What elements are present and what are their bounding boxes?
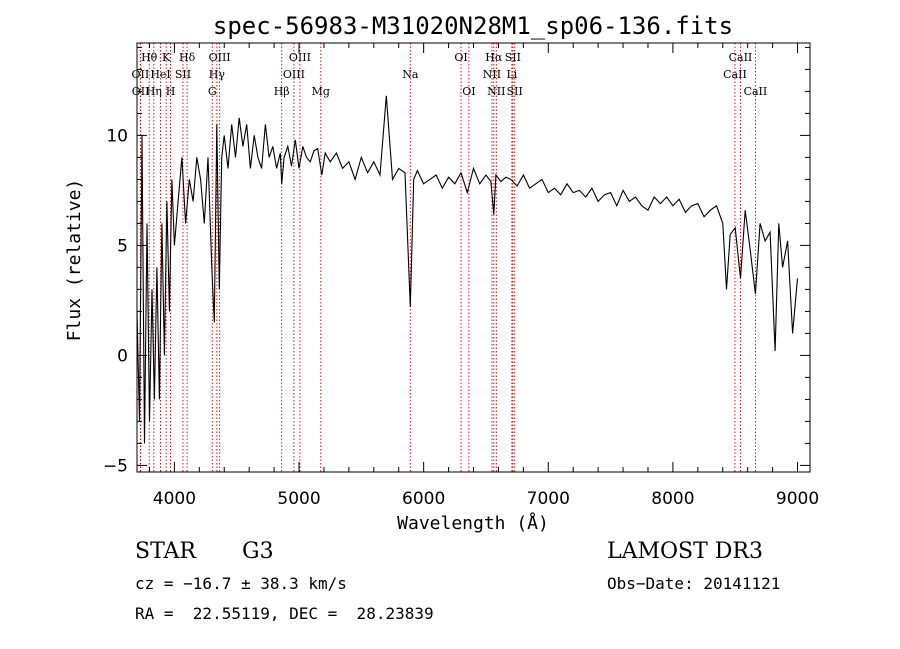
line-label: NII xyxy=(487,85,505,98)
line-label: CaII xyxy=(744,85,768,98)
line-label: CaII xyxy=(729,51,753,64)
x-tick-label: 8000 xyxy=(651,489,694,509)
y-axis-label: Flux (relative) xyxy=(64,179,85,342)
x-tick-label: 7000 xyxy=(527,489,570,509)
line-label: Li xyxy=(506,68,517,81)
line-label: G xyxy=(208,85,217,98)
obs-date: Obs−Date: 20141121 xyxy=(607,574,781,593)
survey-name: LAMOST DR3 xyxy=(607,539,763,564)
axis-ticks xyxy=(137,43,810,472)
line-label: Hη xyxy=(146,85,162,98)
spectrum-series-line xyxy=(136,95,799,444)
x-tick-label: 5000 xyxy=(277,489,320,509)
line-label: Hδ xyxy=(179,51,196,64)
emission-line-labels: HθOIIOIIHηHeIKHSIIHδGHγOIIIHβOIIIOIIIMgN… xyxy=(132,51,768,98)
line-label: K xyxy=(162,51,171,64)
line-label: H xyxy=(166,85,176,98)
x-tick-label: 9000 xyxy=(776,489,819,509)
line-label: CaII xyxy=(723,68,747,81)
line-label: OII xyxy=(132,68,150,81)
x-tick-label: 6000 xyxy=(402,489,445,509)
line-label: Na xyxy=(402,68,419,81)
y-tick-label: 10 xyxy=(106,126,128,146)
object-subclass: G3 xyxy=(242,539,274,564)
line-label: OIII xyxy=(289,51,311,64)
y-tick-label: −5 xyxy=(103,456,128,476)
line-label: Mg xyxy=(312,85,330,98)
line-label: HeI xyxy=(150,68,170,81)
line-label: SII xyxy=(507,85,523,98)
redshift-cz: cz = −16.7 ± 38.3 km/s xyxy=(135,574,347,593)
line-label: OIII xyxy=(209,51,231,64)
y-tick-labels: −5 0 5 10 xyxy=(103,126,128,476)
y-tick-label: 0 xyxy=(117,346,128,366)
line-label: OI xyxy=(454,51,467,64)
line-label: SII xyxy=(505,51,521,64)
coordinates: RA = 22.55119, DEC = 28.23839 xyxy=(135,604,434,623)
line-label: Hα xyxy=(485,51,503,64)
line-label: OI xyxy=(462,85,475,98)
line-label: Hβ xyxy=(274,85,290,98)
x-axis-label: Wavelength (Å) xyxy=(397,512,549,534)
emission-line-markers xyxy=(139,43,756,472)
line-label: Hθ xyxy=(141,51,158,64)
plot-frame xyxy=(136,42,811,473)
line-label: SII xyxy=(175,68,191,81)
x-tick-label: 4000 xyxy=(153,489,196,509)
chart-title: spec-56983-M31020N28M1_sp06-136.fits xyxy=(213,12,733,40)
x-tick-labels: 4000 5000 6000 7000 8000 9000 xyxy=(153,489,819,509)
y-tick-label: 5 xyxy=(117,236,128,256)
line-label: Hγ xyxy=(209,68,226,81)
line-label: NII xyxy=(483,68,501,81)
line-label: OIII xyxy=(283,68,305,81)
object-class: STAR xyxy=(135,539,196,564)
